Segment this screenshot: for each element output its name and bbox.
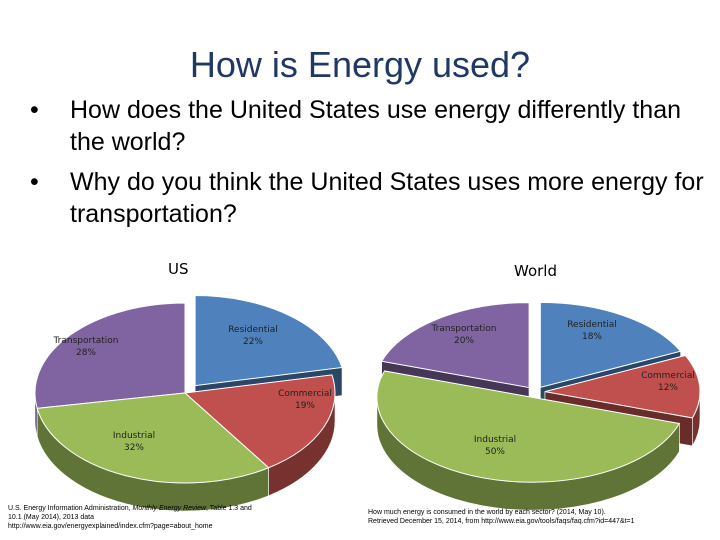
bullet-item: • How does the United States use energy … xyxy=(30,94,710,158)
us-source-link[interactable]: http://www.eia.gov/energyexplained/index… xyxy=(8,523,213,530)
us-value-commercial: 19% xyxy=(295,401,315,411)
us-label-industrial: Industrial xyxy=(113,431,155,441)
us-chart-title: US xyxy=(168,260,189,278)
bullet-text: How does the United States use energy di… xyxy=(70,96,682,156)
world-label-industrial: Industrial xyxy=(474,435,516,445)
world-value-residential: 18% xyxy=(582,332,602,342)
world-pie-chart: Residential 18% Commercial 12% Industrial 50%… xyxy=(376,301,701,511)
bullet-glyph: • xyxy=(30,96,39,124)
bullet-glyph: • xyxy=(30,168,39,196)
bullet-list: • How does the United States use energy … xyxy=(30,94,710,238)
world-value-commercial: 12% xyxy=(658,383,678,393)
world-source-line2[interactable]: Retrieved December 15, 2014, from http:/… xyxy=(368,518,635,525)
world-slice-industrial-top xyxy=(376,370,681,483)
world-source-note: How much energy is consumed in the world… xyxy=(368,508,713,526)
us-label-residential: Residential xyxy=(228,325,278,335)
us-pie-chart: Residential 22% Commercial 19% Industrial 32%… xyxy=(34,295,343,512)
us-slice-industrial-top xyxy=(36,392,270,484)
us-label-transportation: Transportation xyxy=(53,336,119,346)
us-slice-transportation-top xyxy=(34,302,186,409)
us-value-residential: 22% xyxy=(243,337,263,347)
us-value-transportation: 28% xyxy=(76,348,96,358)
us-source-line2: 10.1 (May 2014), 2013 data xyxy=(8,514,95,521)
us-value-industrial: 32% xyxy=(124,443,144,453)
world-source-line1: How much energy is consumed in the world… xyxy=(368,509,606,516)
world-label-transportation: Transportation xyxy=(431,324,497,334)
world-value-transportation: 20% xyxy=(454,336,474,346)
us-source-line1-post: , Table 1.3 and xyxy=(206,505,252,512)
us-source-note: U.S. Energy Information Administration, … xyxy=(8,504,308,531)
us-label-commercial: Commercial xyxy=(278,389,332,399)
world-value-industrial: 50% xyxy=(485,447,505,457)
bullet-item: • Why do you think the United States use… xyxy=(30,166,710,230)
world-label-commercial: Commercial xyxy=(641,371,695,381)
world-label-residential: Residential xyxy=(567,320,617,330)
bullet-text: Why do you think the United States uses … xyxy=(70,168,704,228)
us-source-line1-italic: Monthly Energy Review xyxy=(132,505,207,512)
us-slice-commercial-top xyxy=(183,374,336,469)
world-slice-transportation-top xyxy=(380,302,530,389)
us-source-line1-pre: U.S. Energy Information Administration, xyxy=(8,505,133,512)
world-chart-title: World xyxy=(514,262,557,280)
slide-title: How is Energy used? xyxy=(189,44,531,85)
us-slice-residential-top xyxy=(194,295,343,387)
world-slice-residential-top xyxy=(539,301,682,389)
world-slice-commercial-top xyxy=(544,354,701,419)
us-slice-industrial xyxy=(36,392,270,512)
world-slice-industrial xyxy=(376,370,681,511)
